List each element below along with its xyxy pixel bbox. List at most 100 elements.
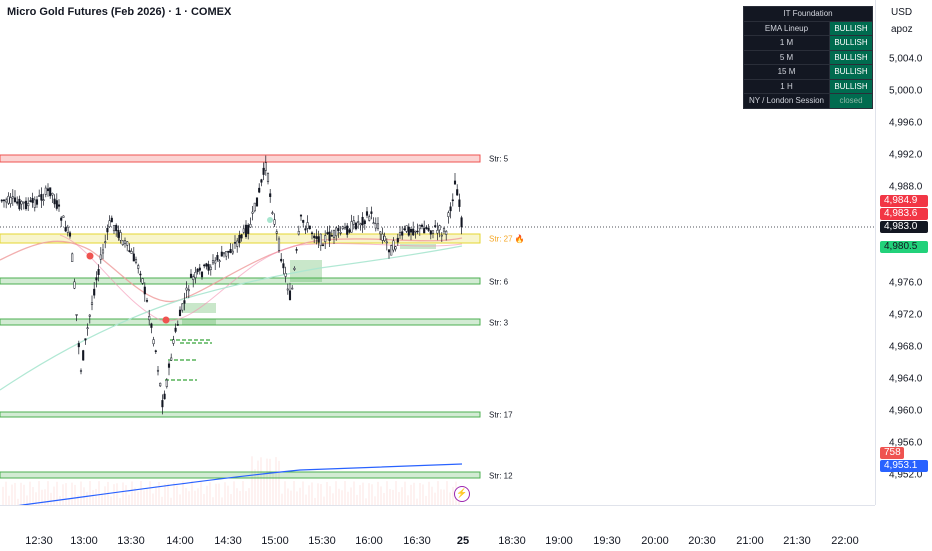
volume-bar — [323, 496, 325, 505]
candle-body — [302, 220, 305, 223]
volume-bar — [221, 497, 223, 505]
price-tick-label: 4,968.0 — [889, 341, 923, 353]
candle-body — [330, 235, 333, 237]
currency-label[interactable]: USD — [891, 7, 913, 18]
volume-bar — [224, 482, 226, 505]
candle-body — [211, 260, 215, 264]
candle-body — [249, 224, 252, 228]
volume-bar — [341, 490, 343, 505]
candle-body — [198, 267, 201, 271]
candle-body — [273, 219, 276, 225]
candle-body — [139, 273, 142, 276]
volume-bar — [227, 485, 229, 505]
panel-row-value: BULLISH — [829, 20, 873, 36]
candle-body — [262, 167, 265, 175]
candle-body — [251, 211, 254, 214]
candle-body — [306, 222, 309, 229]
ema-line-red — [0, 237, 463, 303]
lightning-icon[interactable]: ⚡ — [454, 486, 470, 502]
volume-bar — [368, 483, 370, 505]
volume-bar — [50, 492, 52, 505]
candle-body — [0, 199, 3, 202]
time-axis[interactable] — [0, 505, 875, 551]
candle-body — [339, 232, 342, 234]
candle-body — [359, 223, 362, 226]
volume-bar — [155, 486, 157, 505]
volume-bar — [197, 488, 199, 505]
time-tick-label: 16:00 — [355, 535, 383, 547]
symbol-title[interactable]: Micro Gold Futures (Feb 2026) · 1 · COME… — [7, 6, 232, 18]
candle-body — [449, 206, 452, 212]
time-tick-label: 15:00 — [261, 535, 289, 547]
volume-bar — [284, 481, 286, 505]
volume-bar — [215, 483, 217, 505]
volume-bar — [152, 493, 154, 505]
volume-bar — [170, 497, 172, 505]
candle-body — [33, 199, 36, 208]
candle-body — [38, 195, 41, 197]
candle-body — [447, 212, 450, 217]
volume-bar — [230, 494, 232, 505]
volume-bar — [101, 493, 103, 505]
volume-bar — [122, 482, 124, 505]
candle-body — [9, 197, 12, 204]
volume-bar — [404, 481, 406, 505]
panel-row-label: 5 M — [743, 49, 830, 65]
candle-body — [60, 217, 63, 221]
chart-canvas[interactable] — [0, 0, 875, 505]
candle-body — [308, 225, 311, 230]
candle-body — [288, 290, 292, 300]
volume-bar — [38, 481, 40, 505]
strength-label: Str: 3 — [489, 318, 509, 328]
candle-body — [150, 323, 153, 328]
candle-body — [216, 255, 219, 261]
candle-body — [229, 249, 232, 253]
candle-body — [456, 189, 459, 196]
candle-body — [178, 309, 182, 317]
candle-body — [429, 230, 432, 235]
volume-bar — [149, 481, 151, 505]
candle-body — [13, 197, 17, 202]
time-tick-label: 19:00 — [545, 535, 573, 547]
candle-body — [165, 379, 168, 387]
candle-body — [200, 271, 204, 278]
candle-body — [192, 276, 195, 281]
candle-body — [346, 225, 349, 235]
volume-bar — [269, 458, 271, 505]
vwap-line-blue — [18, 463, 463, 505]
volume-bar — [182, 481, 184, 505]
volume-bar — [8, 495, 10, 505]
price-tick-label: 4,952.0 — [889, 469, 923, 481]
candle-body — [398, 232, 402, 236]
candle-body — [22, 201, 25, 204]
volume-bar — [2, 486, 4, 505]
candle-body — [247, 224, 250, 234]
candle-body — [174, 327, 177, 332]
candle-body — [27, 203, 30, 207]
candle-body — [106, 227, 109, 233]
volume-bar — [266, 458, 268, 505]
panel-row-label: EMA Lineup — [743, 20, 830, 36]
panel-row-label: 1 M — [743, 35, 830, 51]
volume-bar — [143, 490, 145, 505]
chart-plot-area[interactable] — [0, 0, 875, 505]
candle-body — [394, 246, 397, 250]
candle-body — [425, 226, 428, 229]
volume-bar — [329, 486, 331, 505]
candle-body — [326, 232, 329, 235]
price-axis[interactable] — [875, 0, 932, 505]
candle-body — [84, 338, 87, 341]
volume-bar — [314, 497, 316, 505]
candle-body — [183, 300, 186, 304]
time-tick-label: 19:30 — [593, 535, 621, 547]
volume-bar — [434, 492, 436, 505]
volume-bar — [290, 490, 292, 505]
volume-bar — [245, 491, 247, 505]
candle-body — [401, 231, 404, 236]
time-tick-label: 14:00 — [166, 535, 194, 547]
volume-bar — [383, 493, 385, 505]
ema-line-mint — [0, 245, 463, 391]
candle-body — [172, 339, 175, 344]
volume-bar — [47, 481, 49, 505]
candle-body — [291, 287, 294, 290]
